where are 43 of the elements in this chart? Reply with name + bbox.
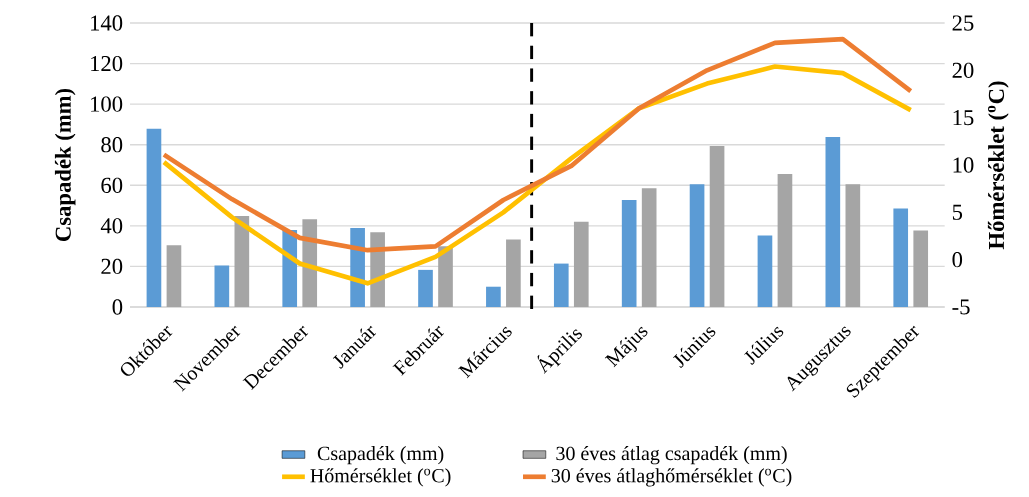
y2-tick-label: 25 bbox=[952, 15, 974, 31]
y2-tick-label: -5 bbox=[952, 299, 970, 315]
y2-tick-label: 20 bbox=[952, 62, 974, 78]
bar bbox=[573, 221, 589, 307]
y-tick-label: 140 bbox=[91, 15, 123, 31]
y-tick-label: 80 bbox=[101, 137, 123, 153]
bar bbox=[757, 235, 773, 307]
y-tick-label: 60 bbox=[101, 177, 123, 193]
y-tick-label: 120 bbox=[91, 55, 123, 72]
bar bbox=[418, 269, 433, 307]
bar bbox=[825, 137, 841, 307]
y2-axis-title: Hőmérséklet ($^{o}$C) bbox=[987, 81, 1009, 250]
y-axis-title: Csapadék (mm) bbox=[54, 88, 76, 242]
bar bbox=[486, 286, 501, 307]
bar bbox=[621, 200, 637, 307]
bar bbox=[166, 245, 182, 307]
bar bbox=[234, 216, 250, 307]
bar bbox=[913, 230, 929, 307]
bar bbox=[214, 265, 230, 307]
bar bbox=[641, 188, 657, 307]
bar bbox=[438, 246, 453, 307]
bar bbox=[709, 145, 725, 307]
bar bbox=[893, 208, 909, 307]
bar bbox=[506, 239, 521, 307]
y-tick-label: 40 bbox=[100, 218, 123, 234]
line-series bbox=[161, 36, 914, 253]
legend-label: Hőmérséklet ($^{o}$C) bbox=[310, 468, 451, 487]
bar bbox=[845, 184, 861, 307]
line-series bbox=[161, 64, 914, 286]
bar bbox=[689, 184, 705, 307]
legend-label: 30 éves átlag csapadék (mm) bbox=[556, 446, 787, 465]
y-tick-label: 0 bbox=[112, 299, 123, 315]
legend-label: 30 éves átlaghőmérséklet ($^{o}$C) bbox=[551, 468, 792, 487]
y2-tick-label: 15 bbox=[953, 110, 974, 126]
bar bbox=[777, 173, 793, 307]
y-tick-label: 100 bbox=[91, 96, 123, 112]
legend-label: Csapadék (mm) bbox=[317, 446, 444, 465]
y-tick-label: 20 bbox=[101, 258, 123, 275]
bar bbox=[553, 263, 569, 307]
y2-tick-label: 5 bbox=[952, 204, 963, 220]
y2-tick-label: 10 bbox=[953, 157, 974, 173]
y2-tick-label: 0 bbox=[952, 252, 963, 268]
bar bbox=[146, 128, 162, 307]
